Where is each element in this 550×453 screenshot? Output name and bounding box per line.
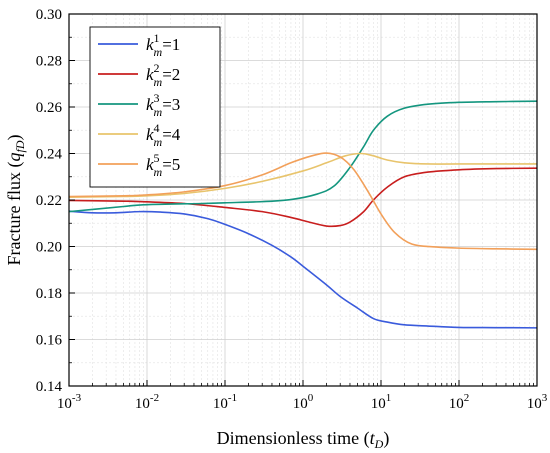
legend-entry-1: k1 m=1 [98,31,180,59]
x-tick-label: 10-3 [57,392,82,412]
y-tick-label: 0.26 [36,100,63,116]
x-tick-label: 102 [449,392,470,412]
series-line-4 [68,152,537,199]
y-axis-label: Fracture flux (qfD) [4,135,27,266]
x-tick-label: 103 [527,392,548,412]
series-line-1 [68,210,538,329]
legend-entry-2: k2 m=2 [98,61,180,89]
x-axis-label: Dimensionless time (tD) [217,428,390,451]
legend-label: k1 m=1 [146,31,180,59]
y-tick-label: 0.24 [36,147,63,163]
legend-label: k5 m=5 [146,151,180,179]
legend-label: k4 m=4 [146,121,181,149]
y-tick-label: 0.18 [36,286,62,302]
series-line-3 [68,100,538,213]
y-tick-label: 0.20 [36,240,62,256]
y-tick-label: 0.22 [36,193,62,209]
legend-label: k2 m=2 [146,61,180,89]
legend-label: k3 m=3 [146,91,180,119]
x-tick-label: 10-1 [213,392,237,412]
legend-entry-3: k3 m=3 [98,91,180,119]
axis-ticks: 10-3 10-2 10-1 100 101 102 103 0.14 0.16 0.18 0.20… [36,7,548,412]
x-tick-label: 100 [293,392,314,412]
legend-entry-5: k5 m=5 [98,151,180,179]
x-tick-label: 101 [371,392,392,412]
legend-entry-4: k4 m=4 [98,121,181,149]
legend: k1 m=1k2 m=2k3 m=3k4 m=4k5 m=5 [89,26,221,188]
legend-box [89,26,221,188]
y-tick-label: 0.28 [36,54,62,70]
y-tick-label: 0.30 [36,7,62,23]
y-tick-label: 0.16 [36,333,63,349]
x-tick-label: 10-2 [135,392,159,412]
y-tick-label: 0.14 [36,379,63,395]
series-line-5 [68,152,538,251]
series-lines [68,100,538,329]
